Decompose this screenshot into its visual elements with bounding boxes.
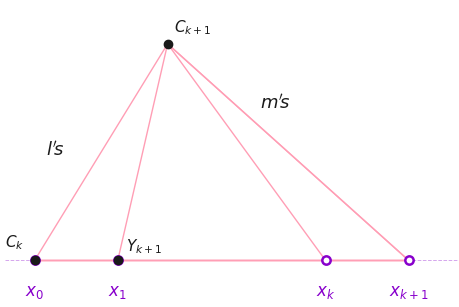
Text: $l'\!s$: $l'\!s$ bbox=[46, 141, 64, 160]
Text: $C_k$: $C_k$ bbox=[6, 233, 25, 252]
Text: $x_k$: $x_k$ bbox=[315, 283, 335, 301]
Text: $x_{k+1}$: $x_{k+1}$ bbox=[388, 283, 428, 301]
Text: $m'\!s$: $m'\!s$ bbox=[260, 94, 290, 113]
Text: $Y_{k+1}$: $Y_{k+1}$ bbox=[126, 238, 162, 256]
Text: $C_{k+1}$: $C_{k+1}$ bbox=[174, 18, 212, 37]
Text: $x_1$: $x_1$ bbox=[108, 283, 127, 301]
Text: $x_0$: $x_0$ bbox=[25, 283, 44, 301]
